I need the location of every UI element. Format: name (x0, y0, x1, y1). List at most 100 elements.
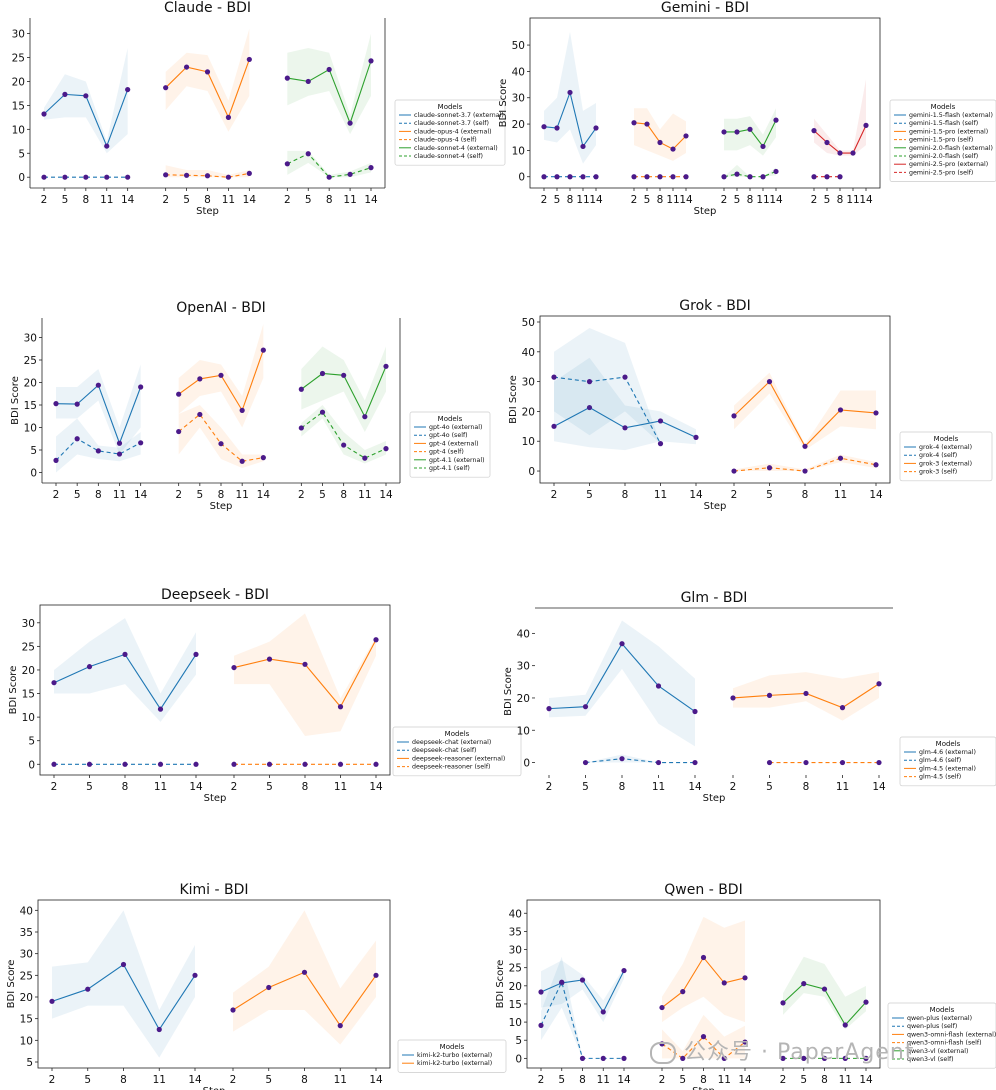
x-tick-label: 11 (756, 194, 769, 206)
x-tick-label: 8 (301, 1074, 308, 1086)
legend-entry-label: deepseek-chat (external) (412, 739, 491, 746)
data-point (766, 759, 773, 766)
chart-title: Grok - BDI (679, 298, 750, 314)
x-tick-label: 8 (619, 781, 626, 793)
data-point (742, 1039, 748, 1045)
data-point (546, 706, 552, 712)
data-point (204, 69, 211, 75)
data-point (157, 706, 164, 712)
data-point (362, 414, 368, 420)
x-tick-label: 2 (538, 1074, 545, 1086)
data-point (837, 407, 844, 413)
data-point (302, 761, 308, 767)
data-point (780, 1055, 786, 1061)
data-point (760, 143, 766, 150)
data-point (122, 651, 128, 657)
data-point (183, 64, 190, 70)
x-axis-label: Step (196, 206, 219, 217)
confidence-band (544, 31, 596, 164)
x-tick-label: 8 (747, 194, 754, 206)
x-axis-label: Step (692, 1086, 715, 1090)
data-point (260, 347, 266, 353)
y-axis-label: BDI Score (10, 376, 21, 425)
data-point (51, 680, 57, 686)
data-point (821, 1055, 828, 1061)
data-point (700, 954, 707, 961)
data-point (734, 129, 740, 135)
x-tick-label: 8 (340, 489, 347, 501)
data-point (116, 440, 123, 446)
x-tick-label: 14 (369, 781, 383, 793)
y-tick-label: 30 (22, 618, 35, 630)
data-point (863, 999, 869, 1005)
x-tick-label: 14 (188, 1074, 202, 1086)
x-tick-label: 5 (766, 489, 773, 501)
data-point (197, 411, 203, 418)
chart-title: Gemini - BDI (661, 0, 749, 16)
legend-entry-label: claude-sonnet-4 (self) (414, 153, 483, 160)
y-tick-label: 35 (509, 926, 522, 938)
legend-entry-label: grok-4 (external) (919, 444, 972, 451)
x-tick-label: 8 (567, 194, 574, 206)
data-point (41, 174, 47, 180)
data-point (659, 1004, 665, 1011)
data-point (538, 989, 544, 995)
data-point (51, 761, 57, 767)
x-tick-label: 5 (824, 194, 831, 206)
data-point (551, 423, 557, 429)
x-tick-label: 5 (266, 781, 273, 793)
x-tick-label: 5 (558, 1074, 565, 1086)
confidence-band (585, 754, 695, 763)
data-point (655, 759, 662, 766)
legend-box (887, 1002, 996, 1069)
x-axis-label: Step (210, 501, 233, 512)
x-tick-label: 2 (659, 1074, 666, 1086)
x-tick-label: 5 (74, 489, 81, 501)
x-tick-label: 14 (379, 489, 393, 501)
data-point (657, 139, 663, 146)
y-tick-label: 20 (509, 981, 522, 993)
x-tick-label: 11 (576, 194, 589, 206)
confidence-band (178, 405, 264, 468)
confidence-band (724, 108, 776, 156)
y-tick-label: 30 (517, 661, 530, 673)
data-point (176, 391, 182, 397)
y-tick-label: 10 (12, 124, 25, 136)
x-tick-label: 11 (343, 194, 356, 206)
data-point (621, 967, 627, 974)
legend-title: Models (934, 435, 959, 443)
x-tick-label: 5 (582, 781, 589, 793)
chart-title: Claude - BDI (164, 0, 251, 16)
data-point (837, 455, 844, 461)
x-tick-label: 2 (721, 194, 728, 206)
data-point (670, 174, 676, 180)
data-point (747, 126, 753, 132)
x-tick-label: 2 (780, 1074, 787, 1086)
confidence-band (52, 910, 195, 1058)
legend-entry-label: gpt-4.1 (external) (429, 457, 485, 464)
data-point (802, 468, 808, 474)
x-tick-label: 11 (666, 194, 679, 206)
legend-entry-label: glm-4.5 (external) (919, 765, 976, 772)
data-point (368, 58, 374, 64)
y-tick-label: 40 (509, 908, 522, 920)
y-axis-label: BDI Score (498, 79, 509, 128)
x-tick-label: 14 (257, 489, 271, 501)
x-tick-label: 2 (298, 489, 305, 501)
confidence-band (541, 960, 624, 1023)
legend-title: Models (936, 740, 961, 748)
x-tick-label: 8 (837, 194, 844, 206)
legend-entry-label: qwen3-vl (external) (907, 1048, 968, 1055)
data-point (837, 174, 843, 180)
data-point (876, 759, 882, 766)
data-point (239, 407, 245, 413)
data-point (780, 1000, 786, 1006)
y-tick-label: 0 (518, 172, 525, 184)
confidence-band (56, 418, 141, 473)
x-tick-label: 14 (869, 489, 883, 501)
x-tick-label: 11 (153, 1074, 166, 1086)
x-tick-label: 5 (265, 1074, 272, 1086)
x-tick-label: 11 (718, 1074, 731, 1086)
